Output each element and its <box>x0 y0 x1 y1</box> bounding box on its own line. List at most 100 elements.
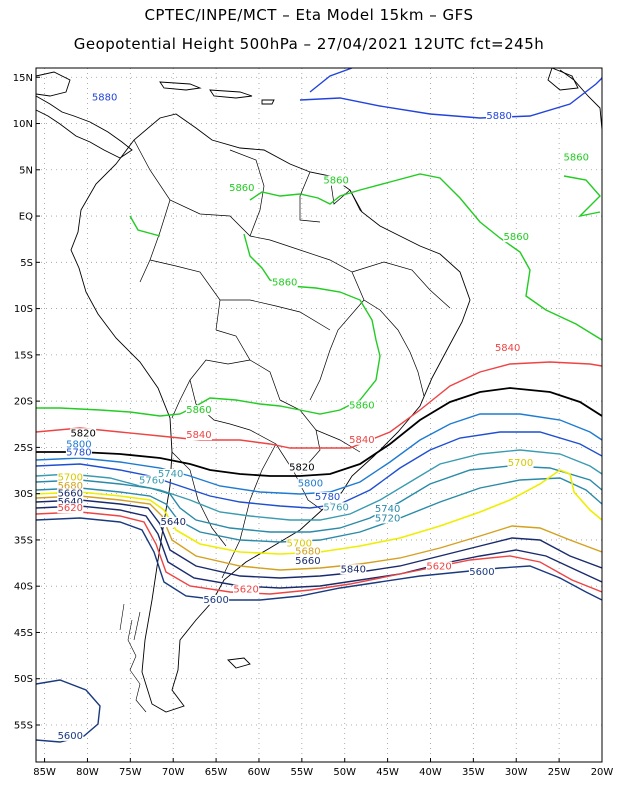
lon-tick-label: 75W <box>119 767 142 778</box>
contour-label: 5720 <box>375 513 400 524</box>
contour-5640 <box>36 505 602 589</box>
contour-label: 5660 <box>58 488 83 499</box>
longitude-tick-labels: 85W 80W 75W 70W 65W 60W 55W 50W 45W 40W 35W 30W 25W 2… <box>33 758 613 778</box>
lat-tick-label: 10S <box>14 304 33 315</box>
contour-label: 5760 <box>323 502 348 513</box>
map-title-line-1: CPTEC/INPE/MCT – Eta Model 15km – GFS <box>144 6 474 24</box>
contour-label-bg <box>65 439 92 450</box>
contour-label: 5860 <box>504 232 529 243</box>
contour-5840 <box>36 361 602 449</box>
contour-label-bg <box>468 567 495 578</box>
contour-label: 5860 <box>564 153 589 164</box>
contour-label-bg <box>294 555 321 566</box>
contour-5880 <box>299 68 602 119</box>
lat-tick-label: 50S <box>14 674 33 685</box>
contour-label-bg <box>185 430 212 441</box>
contour-label-bg <box>57 730 84 741</box>
contour-label: 5700 <box>287 538 312 549</box>
lon-tick-label: 85W <box>33 767 56 778</box>
africa-coastline <box>559 69 602 131</box>
contour-label: 5860 <box>323 176 348 187</box>
lat-tick-label: 45S <box>14 628 33 639</box>
contour-label: 5680 <box>295 547 320 558</box>
contour-label-bg <box>57 496 84 507</box>
contour-5620 <box>36 511 602 595</box>
contour-label: 5700 <box>508 458 533 469</box>
contour-label: 5780 <box>315 492 340 503</box>
contour-label-bg <box>426 561 453 572</box>
contour-label-bg <box>157 468 184 479</box>
lon-tick-label: 25W <box>548 767 571 778</box>
contour-label: 5860 <box>349 401 374 412</box>
contour-label-bg <box>286 538 313 549</box>
lon-tick-label: 80W <box>76 767 99 778</box>
contour-5860-equatorial <box>36 233 381 417</box>
contour-label: 5860 <box>272 277 297 288</box>
country-borders <box>133 139 451 579</box>
contour-label-bg <box>503 232 530 243</box>
contour-label-bg <box>57 488 84 499</box>
contour-label: 5640 <box>160 517 185 528</box>
contour-5700 <box>36 469 602 555</box>
contour-label-bg <box>323 175 350 186</box>
contour-label-bg <box>494 343 521 354</box>
lon-tick-label: 35W <box>462 767 485 778</box>
contour-label-bg <box>288 462 315 473</box>
contour-label-bg <box>374 513 401 524</box>
contour-label: 5880 <box>486 111 511 122</box>
latitude-tick-labels: 15N 10N 5N EQ 5S 10S 15S 20S 25S 30S 35S 40S 45S 50S 5… <box>13 73 40 731</box>
contour-label: 5840 <box>495 343 520 354</box>
contour-label-bg <box>486 110 513 121</box>
contour-label-bg <box>563 152 590 163</box>
contour-label: 5740 <box>375 504 400 515</box>
contour-label: 5860 <box>229 183 254 194</box>
contour-5680 <box>36 495 602 571</box>
contour-label: 5600 <box>469 567 494 578</box>
contour-label: 5680 <box>58 481 83 492</box>
contour-5860-north <box>129 173 602 341</box>
contour-label: 5600 <box>58 731 83 742</box>
contour-5660 <box>36 499 602 579</box>
contour-label: 5860 <box>186 405 211 416</box>
map-frame <box>35 67 603 763</box>
contour-label-bg <box>160 517 187 528</box>
contour-label-bg <box>70 428 97 439</box>
contour-lines <box>36 68 602 743</box>
lat-tick-label: 35S <box>14 535 33 546</box>
lat-tick-label: 5S <box>20 258 33 269</box>
contour-label-bg <box>233 584 260 595</box>
contour-5800 <box>36 413 602 495</box>
lat-tick-label: 25S <box>14 443 33 454</box>
continent-outlines <box>36 68 602 713</box>
yucatan-coast <box>36 71 71 97</box>
contour-label-bg <box>297 478 324 489</box>
lat-tick-label: 10N <box>13 119 33 130</box>
contour-label: 5600 <box>203 595 228 606</box>
contour-labels: 5880 5880 5860 5860 5860 5860 5860 5860 5860 5840… <box>57 92 590 742</box>
map-title-line-2: Geopotential Height 500hPa – 27/04/2021 … <box>73 35 545 53</box>
lon-tick-label: 30W <box>505 767 528 778</box>
lat-tick-label: 40S <box>14 582 33 593</box>
contour-5600 <box>36 517 602 601</box>
contour-label: 5660 <box>295 556 320 567</box>
contour-label: 5740 <box>158 469 183 480</box>
contour-label-bg <box>65 447 92 458</box>
contour-label: 5820 <box>70 428 95 439</box>
lat-tick-label: 20S <box>14 397 33 408</box>
contour-label: 5620 <box>426 562 451 573</box>
contour-label-bg <box>57 481 84 492</box>
contour-label: 5840 <box>349 435 374 446</box>
lat-tick-label: EQ <box>19 212 33 223</box>
contour-label: 5700 <box>58 473 83 484</box>
contour-label-bg <box>185 405 212 416</box>
lat-tick-label: 55S <box>14 720 33 731</box>
contour-label: 5620 <box>58 503 83 514</box>
contour-label: 5640 <box>58 497 83 508</box>
contour-label-bg <box>228 183 255 194</box>
contour-label-bg <box>294 546 321 557</box>
contour-label: 5760 <box>139 475 164 486</box>
lon-tick-label: 70W <box>162 767 185 778</box>
contour-label-bg <box>203 594 230 605</box>
lon-tick-label: 40W <box>419 767 442 778</box>
